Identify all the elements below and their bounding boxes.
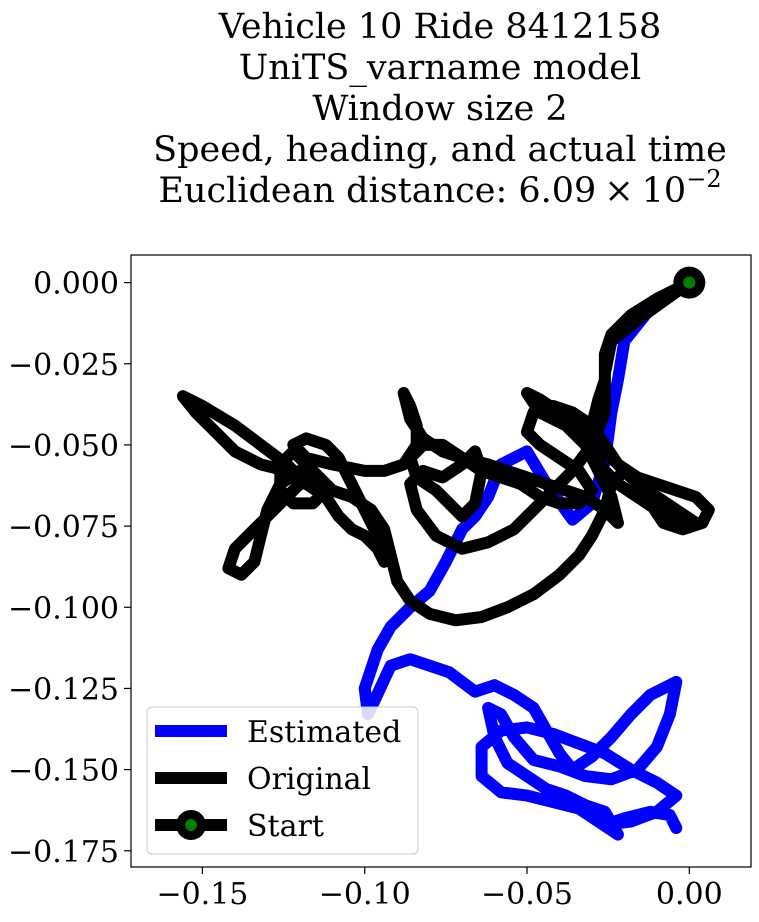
y-axis-ticks: 0.000 −0.025 −0.050 −0.075 −0.100 −0.125 −0.15… xyxy=(8,267,131,870)
title-line-5-metric: Euclidean distance: 6.09 × 10−2 xyxy=(158,165,721,211)
y-tick-label: −0.175 xyxy=(8,835,119,870)
series-line-original xyxy=(176,276,715,627)
y-tick-label: −0.025 xyxy=(8,348,119,383)
y-tick-label: −0.075 xyxy=(8,510,119,545)
legend: Estimated Original Start xyxy=(146,706,419,855)
legend-label-estimated: Estimated xyxy=(247,715,401,750)
metric-times: × xyxy=(604,171,633,211)
chart-title: Vehicle 10 Ride 8412158 UniTS_varname mo… xyxy=(153,7,727,211)
y-tick-label: −0.050 xyxy=(8,429,119,464)
legend-start-inner-marker xyxy=(185,819,197,831)
x-axis-ticks: −0.15 −0.10 −0.05 0.00 xyxy=(156,867,723,912)
x-tick-label: 0.00 xyxy=(656,877,723,912)
y-tick-label: −0.100 xyxy=(8,591,119,626)
title-line-2: UniTS_varname model xyxy=(239,48,641,88)
y-tick-label: 0.000 xyxy=(33,267,119,302)
metric-exponent: −2 xyxy=(686,165,721,193)
metric-base: 10 xyxy=(642,171,687,211)
series-line-estimated xyxy=(358,276,696,841)
start-marker-inner xyxy=(683,276,696,289)
plot-frame xyxy=(130,254,752,868)
start-marker-layer xyxy=(673,266,706,299)
legend-label-start: Start xyxy=(247,809,324,844)
y-tick-label: −0.125 xyxy=(8,672,119,707)
metric-prefix: Euclidean distance: xyxy=(158,171,518,211)
legend-label-original: Original xyxy=(247,762,371,797)
y-tick-label: −0.150 xyxy=(8,754,119,789)
title-line-1: Vehicle 10 Ride 8412158 xyxy=(218,7,661,47)
x-tick-label: −0.15 xyxy=(156,877,248,912)
title-line-3: Window size 2 xyxy=(312,89,567,129)
legend-box xyxy=(146,706,419,855)
metric-mantissa: 6.09 xyxy=(518,171,596,211)
title-line-4: Speed, heading, and actual time xyxy=(153,130,727,170)
x-tick-label: −0.05 xyxy=(481,877,573,912)
series-layer xyxy=(176,276,715,841)
x-tick-label: −0.10 xyxy=(319,877,411,912)
